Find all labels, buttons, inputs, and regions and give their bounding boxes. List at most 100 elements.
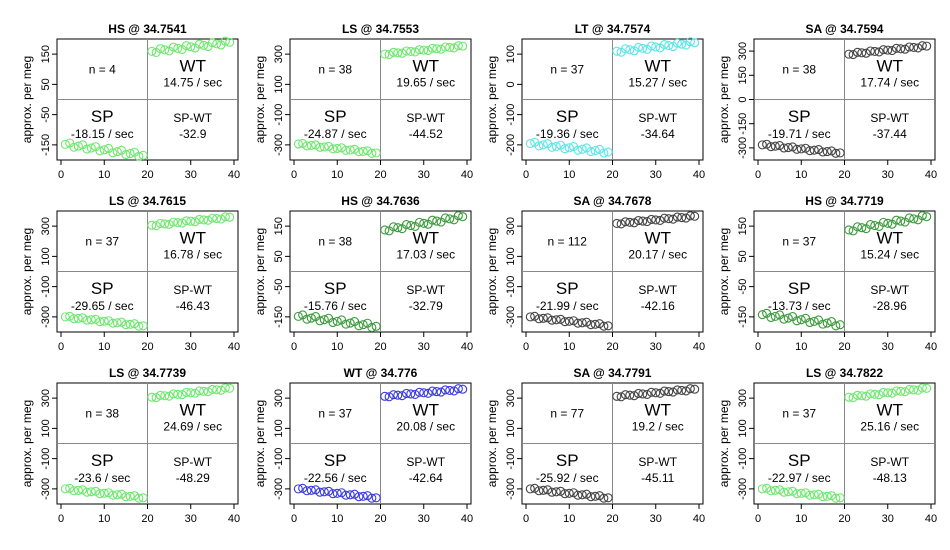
wt-point [612, 218, 622, 229]
sp-point [762, 139, 772, 149]
wt-point [681, 386, 691, 396]
sp-point [362, 491, 373, 501]
wt-point [225, 212, 235, 222]
sp-wt-label: SP-WT [870, 111, 909, 125]
y-tick-label: 150 [40, 45, 52, 63]
sp-point [603, 321, 613, 331]
x-tick-label: 10 [563, 341, 575, 353]
wt-point [181, 41, 191, 51]
wt-point [904, 384, 914, 394]
sp-point [78, 313, 88, 323]
panel-6: HS @ 34.7636 -150 -50 50 150 approx. per meg 0… [253, 194, 473, 353]
wt-point [883, 45, 893, 55]
wt-point [419, 45, 429, 55]
sp-point [757, 140, 767, 150]
sp-point [315, 142, 325, 152]
wt-point [168, 389, 178, 399]
x-tick-label: 0 [523, 169, 529, 181]
wt-point [913, 43, 923, 53]
wt-point [891, 43, 901, 53]
wt-point [852, 47, 863, 57]
wt-point [848, 50, 858, 60]
sp-point [770, 311, 780, 321]
y-tick-label: 150 [737, 66, 749, 84]
panel-title: HS @ 34.7541 [108, 22, 187, 36]
sp-point [315, 316, 325, 326]
sp-point [560, 144, 570, 154]
wt-rate: 20.08 / sec [396, 419, 455, 433]
sp-point [590, 491, 600, 501]
sp-point [822, 491, 832, 501]
wt-point [216, 385, 226, 395]
y-tick-label: -150 [40, 134, 52, 156]
sp-point [328, 317, 338, 328]
wt-point [896, 44, 906, 54]
wt-point [900, 387, 910, 397]
wt-point [401, 46, 412, 56]
x-tick-label: 30 [882, 341, 894, 353]
wt-point [414, 217, 424, 227]
n-label: n = 37 [318, 406, 352, 420]
wt-point [625, 217, 635, 227]
sp-rate: -19.36 / sec [536, 127, 599, 141]
sp-point [371, 321, 381, 331]
sp-point [82, 144, 92, 154]
y-axis-label: approx. per meg [20, 400, 34, 487]
sp-point [762, 483, 772, 493]
sp-label: SP [556, 451, 579, 470]
n-label: n = 37 [782, 406, 816, 420]
wt-point [677, 212, 687, 223]
sp-point [73, 313, 83, 323]
sp-point [367, 148, 377, 158]
wt-point [160, 219, 170, 229]
sp-point [525, 138, 535, 149]
wt-point [874, 390, 884, 400]
y-tick-label: 300 [273, 45, 285, 63]
sp-point [783, 487, 793, 497]
wt-point [883, 218, 893, 228]
sp-point [328, 489, 338, 499]
sp-label: SP [91, 107, 114, 126]
x-tick-label: 0 [58, 169, 64, 181]
sp-point [91, 486, 101, 496]
sp-point [569, 316, 579, 326]
sp-point [86, 143, 96, 153]
sp-point [117, 489, 127, 499]
y-tick-label: 300 [737, 42, 749, 60]
sp-point [556, 486, 566, 496]
sp-point [594, 491, 605, 501]
wt-point [155, 218, 166, 229]
sp-point [577, 318, 587, 328]
wt-point [677, 39, 687, 49]
x-tick-label: 0 [523, 513, 529, 525]
sp-point [831, 493, 841, 503]
sp-point [104, 488, 114, 498]
sp-point [560, 489, 570, 499]
sp-point [302, 314, 312, 324]
sp-point [805, 490, 815, 500]
x-tick-label: 10 [563, 513, 575, 525]
wt-point [440, 213, 450, 223]
sp-point [99, 488, 109, 498]
wt-point [865, 389, 876, 399]
sp-wt-value: -37.44 [873, 127, 907, 141]
n-label: n = 38 [318, 234, 352, 248]
wt-point [168, 42, 178, 52]
x-tick-label: 10 [331, 513, 343, 525]
wt-label: WT [645, 400, 671, 419]
sp-point [112, 490, 122, 500]
sp-point [302, 486, 312, 496]
x-tick-label: 10 [98, 341, 110, 353]
y-tick-label: -300 [505, 478, 517, 500]
wt-point [186, 216, 196, 226]
x-tick-label: 30 [185, 169, 197, 181]
wt-point [147, 46, 157, 56]
sp-point [775, 141, 785, 151]
x-tick-label: 40 [461, 513, 473, 525]
x-tick-label: 30 [650, 169, 662, 181]
sp-point [362, 146, 373, 156]
sp-point [69, 314, 79, 324]
x-tick-label: 10 [98, 169, 110, 181]
